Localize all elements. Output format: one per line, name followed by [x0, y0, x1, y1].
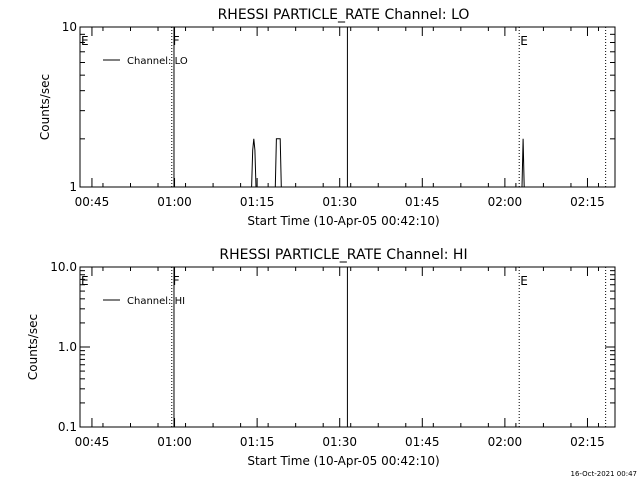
- x-axis-label: Start Time (10-Apr-05 00:42:10): [247, 214, 439, 228]
- marker-label: F: [173, 274, 180, 288]
- x-tick-label: 01:45: [405, 195, 440, 209]
- x-tick-label: 01:00: [157, 195, 192, 209]
- x-tick-label: 00:45: [75, 435, 110, 449]
- x-tick-label: 01:45: [405, 435, 440, 449]
- x-tick-label: 00:45: [75, 195, 110, 209]
- marker-label: F: [173, 34, 180, 48]
- marker-label: E: [520, 274, 528, 288]
- marker-label: E: [81, 34, 89, 48]
- x-tick-label: 01:30: [322, 195, 357, 209]
- legend: Channel: LO: [103, 56, 188, 67]
- x-tick-label: 01:15: [240, 195, 275, 209]
- chart-title: RHESSI PARTICLE_RATE Channel: LO: [218, 7, 470, 23]
- y-tick-label: 10: [62, 20, 77, 34]
- x-tick-label: 02:00: [488, 435, 523, 449]
- chart-panel-1: RHESSI PARTICLE_RATE Channel: LO Counts/s…: [38, 7, 616, 228]
- legend: Channel: HI: [103, 296, 185, 307]
- x-tick-label: 02:15: [570, 435, 605, 449]
- marker-label: E: [520, 34, 528, 48]
- x-tick-label: 01:30: [322, 435, 357, 449]
- chart-title: RHESSI PARTICLE_RATE Channel: HI: [219, 247, 467, 263]
- footer-timestamp: 16-Oct-2021 00:47: [571, 470, 637, 478]
- y-axis-label: Counts/sec: [26, 314, 40, 380]
- x-tick-label: 02:00: [488, 195, 523, 209]
- series-line: [251, 138, 525, 188]
- y-tick-label: 1.0: [58, 340, 77, 354]
- y-tick-label: 1: [69, 180, 77, 194]
- x-tick-label: 01:00: [157, 435, 192, 449]
- y-tick-label: 0.1: [58, 420, 77, 434]
- x-axis-label: Start Time (10-Apr-05 00:42:10): [247, 454, 439, 468]
- marker-label: E: [81, 274, 89, 288]
- chart-panel-2: RHESSI PARTICLE_RATE Channel: HI Counts/s…: [26, 247, 616, 468]
- legend-label: Channel: HI: [127, 296, 185, 307]
- y-tick-label: 10.0: [50, 260, 77, 274]
- y-axis-label: Counts/sec: [38, 74, 52, 140]
- legend-label: Channel: LO: [127, 56, 188, 67]
- x-tick-label: 01:15: [240, 435, 275, 449]
- x-tick-label: 02:15: [570, 195, 605, 209]
